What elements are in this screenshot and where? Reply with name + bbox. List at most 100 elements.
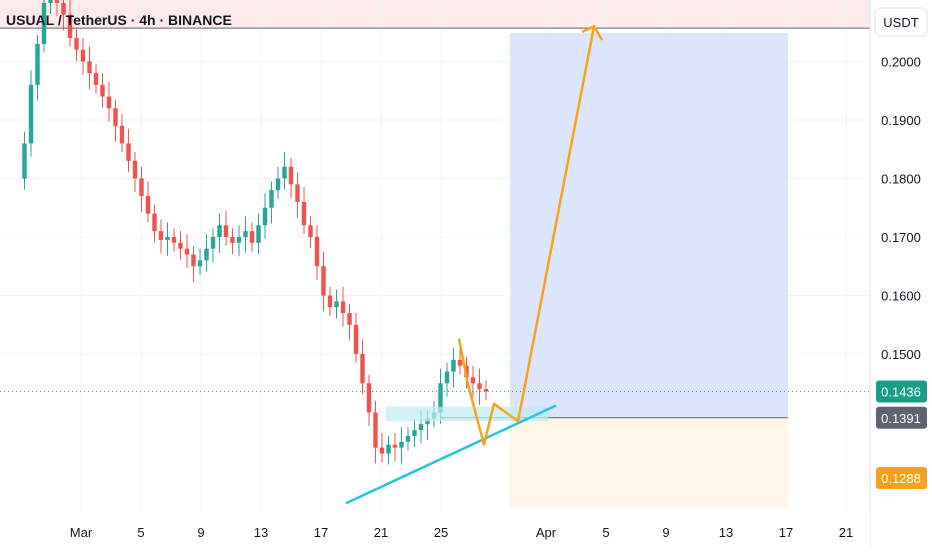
- candle-body: [236, 236, 242, 243]
- candle-body: [457, 359, 463, 366]
- stop-price-badge-text: 0.1288: [881, 471, 921, 486]
- candle-body: [230, 236, 235, 243]
- candle-body: [210, 236, 216, 249]
- top-zone: [0, 0, 870, 29]
- candle-body: [28, 84, 34, 144]
- candle-body: [139, 178, 144, 197]
- candle-body: [22, 143, 27, 179]
- candle-body: [145, 196, 151, 214]
- candle-body: [327, 295, 333, 308]
- candle-body: [67, 14, 73, 39]
- candle-body: [158, 231, 164, 240]
- candle-body: [373, 412, 378, 448]
- loss-zone: [510, 417, 788, 509]
- x-tick-label: 5: [137, 525, 144, 540]
- candle-body: [282, 166, 287, 179]
- trendline: [345, 404, 557, 505]
- candle-body: [119, 125, 125, 144]
- projection-arrowhead: [581, 24, 604, 41]
- candle-body: [48, 0, 53, 3]
- unit-box: [874, 7, 928, 37]
- candle-body: [477, 383, 482, 390]
- candle-body: [113, 108, 118, 126]
- candle-body: [152, 213, 157, 232]
- candle-body: [412, 430, 417, 436]
- candle-body: [360, 354, 365, 384]
- x-tick-label: 13: [254, 525, 268, 540]
- candle-body: [405, 435, 411, 442]
- candle-body: [418, 424, 424, 431]
- x-tick-label: Apr: [536, 525, 557, 540]
- candle-body: [308, 225, 313, 237]
- candle-body: [197, 260, 203, 267]
- x-tick-label: 21: [374, 525, 388, 540]
- candle-body: [223, 225, 229, 237]
- candle-body: [106, 96, 112, 109]
- x-tick-label: 17: [314, 525, 328, 540]
- x-tick-label: 5: [602, 525, 609, 540]
- x-tick-label: 25: [434, 525, 448, 540]
- candle-body: [126, 143, 131, 161]
- candle-body: [451, 359, 456, 372]
- entry-price-badge-bg: [876, 406, 927, 429]
- profit-zone: [510, 33, 788, 418]
- candle-body: [340, 301, 346, 314]
- candle-body: [353, 324, 359, 355]
- x-tick-label: Mar: [70, 525, 93, 540]
- price-axis-bg: [870, 0, 932, 550]
- candle-body: [275, 178, 281, 191]
- candle-body: [262, 207, 268, 226]
- x-tick-label: 13: [719, 525, 733, 540]
- candle-body: [483, 389, 489, 392]
- y-tick-label: 0.1700: [881, 230, 921, 245]
- candle-body: [100, 84, 105, 97]
- candle-body: [399, 441, 404, 448]
- y-tick-label: 0.2000: [881, 54, 921, 69]
- y-tick-label: 0.1600: [881, 288, 921, 303]
- x-tick-label: 9: [662, 525, 669, 540]
- time-axis-bg: [0, 512, 870, 550]
- candle-body: [321, 266, 326, 296]
- candle-body: [80, 49, 86, 62]
- entry-price-badge-text: 0.1391: [881, 411, 921, 426]
- candle-body: [295, 184, 300, 202]
- candle-body: [438, 383, 443, 413]
- candle-body: [74, 38, 79, 50]
- candle-body: [314, 236, 320, 267]
- y-tick-label: 0.1800: [881, 171, 921, 186]
- y-tick-label: 0.1500: [881, 347, 921, 362]
- candle-body: [132, 160, 138, 179]
- y-unit-label: USDT: [883, 15, 918, 30]
- candle-body: [366, 383, 372, 413]
- candle-body: [334, 301, 339, 308]
- candle-body: [165, 236, 170, 240]
- candle-body: [379, 447, 385, 454]
- candle-body: [178, 242, 183, 249]
- candle-body: [217, 225, 222, 237]
- current-price-badge-text: 0.1436: [881, 384, 921, 399]
- candle-body: [347, 313, 352, 325]
- candle-body: [444, 371, 450, 384]
- candle-body: [386, 444, 391, 454]
- candle-body: [392, 444, 398, 448]
- x-tick-label: 21: [839, 525, 853, 540]
- chart-title: USUAL / TetherUS · 4h · BINANCE: [6, 12, 232, 28]
- candle-body: [256, 225, 261, 243]
- x-tick-label: 17: [779, 525, 793, 540]
- candle-body: [301, 201, 307, 226]
- candle-body: [470, 377, 476, 384]
- candle-body: [87, 61, 92, 74]
- candle-body: [54, 0, 60, 3]
- candle-body: [171, 236, 177, 243]
- candle-body: [249, 231, 255, 243]
- candle-body: [204, 248, 209, 261]
- current-price-badge-bg: [876, 380, 927, 403]
- candle-body: [184, 248, 190, 255]
- candle-body: [61, 2, 66, 15]
- candle-body: [41, 2, 47, 44]
- candle-body: [243, 231, 248, 237]
- stop-price-badge-bg: [876, 467, 927, 490]
- candle-body: [35, 43, 40, 85]
